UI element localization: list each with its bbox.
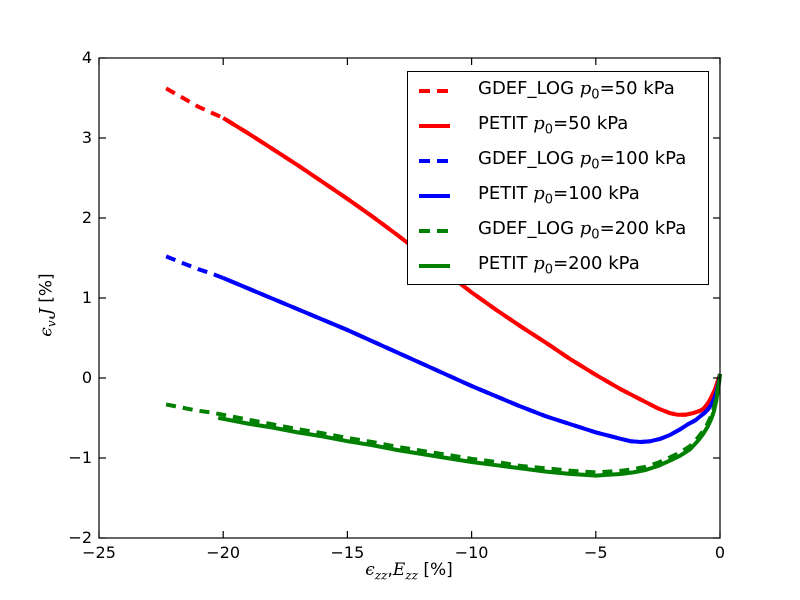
legend-entry-label: PETIT p0=50 kPa bbox=[478, 112, 629, 138]
legend-entry-label: PETIT p0=200 kPa bbox=[478, 252, 640, 278]
legend-entry-label: GDEF_LOG p0=200 kPa bbox=[478, 217, 687, 243]
x-axis-label: ϵzz,Ezz [%] bbox=[365, 560, 453, 583]
legend-entry-label: GDEF_LOG p0=100 kPa bbox=[478, 147, 687, 173]
x-tick-label: 0 bbox=[714, 543, 726, 562]
series-line-petit-p0-200-kpa bbox=[217, 374, 722, 478]
y-axis-unit: [%] bbox=[36, 273, 57, 309]
y-axis-symbol-J: J bbox=[36, 308, 57, 315]
x-axis-subscript-zz: zz bbox=[374, 568, 388, 583]
x-tick-label: −10 bbox=[454, 543, 489, 562]
legend: GDEF_LOG p0=50 kPa PETIT p0=50 kPa GDEF_LO… bbox=[407, 71, 709, 285]
legend-line-sample-dashed bbox=[419, 228, 450, 233]
x-axis-comma: , bbox=[387, 560, 393, 580]
x-axis-subscript-zz2: zz bbox=[405, 568, 418, 583]
x-axis-unit: [%] bbox=[417, 560, 453, 580]
y-tick-label: 4 bbox=[81, 48, 92, 67]
x-tick-label: −5 bbox=[584, 543, 608, 562]
y-tick-label: 3 bbox=[81, 128, 92, 147]
legend-entry: GDEF_LOG p0=50 kPa bbox=[408, 73, 708, 108]
series-line-petit-p0-100-kpa bbox=[222, 276, 722, 444]
x-tick-label: −25 bbox=[82, 543, 116, 562]
x-axis-symbol-E: E bbox=[392, 560, 406, 580]
legend-line-sample-solid bbox=[419, 263, 450, 268]
x-axis-symbol-epsilon: ϵ bbox=[365, 560, 375, 580]
legend-entry: PETIT p0=200 kPa bbox=[408, 248, 708, 283]
legend-line-sample-solid bbox=[419, 123, 450, 128]
y-tick-label: −2 bbox=[68, 528, 92, 547]
x-tick-label: −20 bbox=[206, 543, 241, 562]
legend-line-sample-dashed bbox=[419, 88, 450, 93]
y-tick-label: 0 bbox=[81, 368, 92, 387]
y-axis-symbol-epsilon: ϵ bbox=[36, 327, 57, 337]
legend-entry: PETIT p0=100 kPa bbox=[408, 178, 708, 213]
legend-line-sample-solid bbox=[419, 193, 450, 198]
series-line-petit-p0-50-kpa bbox=[222, 116, 722, 417]
y-tick-label: 2 bbox=[81, 208, 92, 227]
y-tick-label: −1 bbox=[68, 448, 92, 467]
x-tick-label: −15 bbox=[330, 543, 365, 562]
legend-entry-label: PETIT p0=100 kPa bbox=[478, 182, 640, 208]
legend-entry: GDEF_LOG p0=100 kPa bbox=[408, 143, 708, 178]
y-axis-subscript-v: v bbox=[44, 320, 59, 328]
legend-line-sample-dashed bbox=[419, 158, 450, 163]
legend-entry-label: GDEF_LOG p0=50 kPa bbox=[478, 77, 675, 103]
y-tick-label: 1 bbox=[81, 288, 92, 307]
y-axis-comma: , bbox=[36, 314, 57, 321]
legend-entry: GDEF_LOG p0=200 kPa bbox=[408, 213, 708, 248]
legend-entry: PETIT p0=50 kPa bbox=[408, 108, 708, 143]
y-axis-label: ϵv,J [%] bbox=[36, 273, 59, 337]
